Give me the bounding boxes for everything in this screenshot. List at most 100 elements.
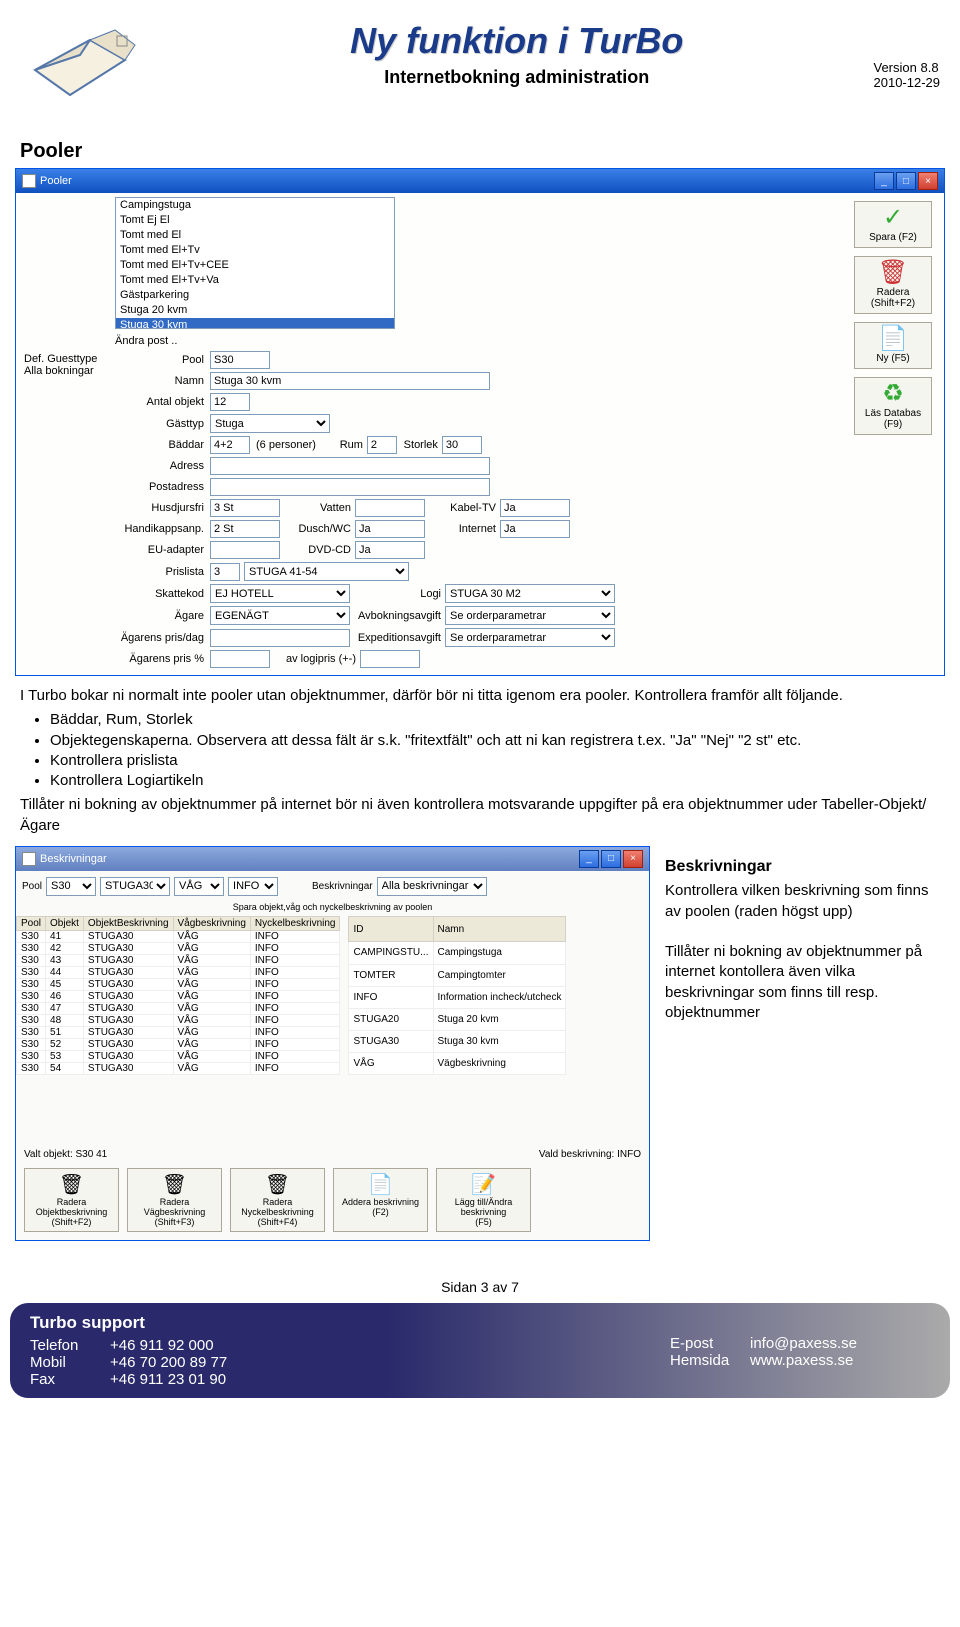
expedition-select[interactable]: Se orderparametrar [445, 628, 615, 647]
toolbar-button[interactable]: 📝Lägg till/Ändra beskrivning (F5) [436, 1168, 531, 1232]
listbox-item[interactable]: Tomt med El+Tv+Va [116, 273, 394, 288]
pool-select[interactable]: S30 [46, 877, 96, 896]
bullet-item: Kontrollera Logiartikeln [50, 771, 940, 791]
table-row[interactable]: S3048STUGA30VÅGINFO [17, 1014, 340, 1026]
table-row[interactable]: S3047STUGA30VÅGINFO [17, 1002, 340, 1014]
listbox-item[interactable]: Stuga 20 kvm [116, 303, 394, 318]
gasttyp-select[interactable]: Stuga [210, 414, 330, 433]
table-row[interactable]: S3051STUGA30VÅGINFO [17, 1026, 340, 1038]
table-row[interactable]: S3053STUGA30VÅGINFO [17, 1050, 340, 1062]
close-button[interactable]: × [623, 850, 643, 868]
gasttyp-label: Gästtyp [115, 418, 210, 430]
listbox-item[interactable]: Campingstuga [116, 198, 394, 213]
prislista-input[interactable] [210, 563, 240, 581]
toolbar-button[interactable]: 🗑Radera Objektbeskrivning (Shift+F2) [24, 1168, 119, 1232]
las-databas-button[interactable]: ♻Läs Databas (F9) [854, 377, 932, 435]
table-row[interactable]: CAMPINGSTU...Campingstuga [349, 942, 566, 964]
expedition-label: Expeditionsavgift [350, 632, 445, 644]
table-row[interactable]: S3042STUGA30VÅGINFO [17, 942, 340, 954]
eu-input[interactable] [210, 541, 280, 559]
table-row[interactable]: S3044STUGA30VÅGINFO [17, 966, 340, 978]
table-row[interactable]: VÅGVägbeskrivning [349, 1052, 566, 1074]
av-logipris-input[interactable] [360, 650, 420, 668]
logi-select[interactable]: STUGA 30 M2 [445, 584, 615, 603]
description-block: Beskrivningar Kontrollera vilken beskriv… [665, 846, 945, 1023]
footer-heading: Turbo support [30, 1313, 670, 1333]
baddar-input[interactable] [210, 436, 250, 454]
listbox-item[interactable]: Stuga 30 kvm [116, 318, 394, 329]
spara-button[interactable]: ✓Spara (F2) [854, 201, 932, 248]
kabeltv-input[interactable] [500, 499, 570, 517]
eu-label: EU-adapter [115, 544, 210, 556]
baddar-label: Bäddar [115, 439, 210, 451]
table-header: Namn [433, 916, 566, 942]
right-table[interactable]: IDNamnCAMPINGSTU...CampingstugaTOMTERCam… [348, 916, 566, 1075]
fax-label: Fax [30, 1371, 110, 1388]
agarens-pris-dag-input[interactable] [210, 629, 350, 647]
alla-bokningar-label: Alla bokningar [24, 365, 111, 377]
table-row[interactable]: S3046STUGA30VÅGINFO [17, 990, 340, 1002]
avbokning-select[interactable]: Se orderparametrar [445, 606, 615, 625]
footer: Sidan 3 av 7 Turbo support Telefon+46 91… [0, 1271, 960, 1398]
vatten-input[interactable] [355, 499, 425, 517]
dvd-input[interactable] [355, 541, 425, 559]
def-guesttype-label: Def. Guesttype [24, 353, 111, 365]
table-row[interactable]: S3043STUGA30VÅGINFO [17, 954, 340, 966]
listbox-item[interactable]: Tomt med El [116, 228, 394, 243]
rum-input[interactable] [367, 436, 397, 454]
desc-p2: Tillåter ni bokning av objektnummer på i… [665, 942, 945, 1023]
table-row[interactable]: INFOInformation incheck/utcheck [349, 986, 566, 1008]
pool-input[interactable] [210, 351, 270, 369]
vag-select[interactable]: VÅG [174, 877, 224, 896]
table-row[interactable]: S3041STUGA30VÅGINFO [17, 930, 340, 942]
edit-post-label: Ändra post .. [115, 335, 850, 347]
maximize-button[interactable]: □ [601, 850, 621, 868]
logi-label: Logi [350, 588, 445, 600]
storlek-input[interactable] [442, 436, 482, 454]
agarens-pris-pct-input[interactable] [210, 650, 270, 668]
window-title: Pooler [40, 175, 72, 187]
radera-button[interactable]: 🗑Radera (Shift+F2) [854, 256, 932, 314]
table-row[interactable]: STUGA20Stuga 20 kvm [349, 1008, 566, 1030]
internet-input[interactable] [500, 520, 570, 538]
table-row[interactable]: STUGA30Stuga 30 kvm [349, 1030, 566, 1052]
hint-text: Spara objekt,våg och nyckelbeskrivning a… [16, 902, 649, 916]
info-select[interactable]: INFO [228, 877, 278, 896]
hemsida-label: Hemsida [670, 1352, 750, 1369]
desc-select[interactable]: Alla beskrivningar [377, 877, 487, 896]
namn-input[interactable] [210, 372, 490, 390]
minimize-button[interactable]: _ [874, 172, 894, 190]
adress-input[interactable] [210, 457, 490, 475]
window-icon [22, 174, 36, 188]
agare-select[interactable]: EGENÄGT [210, 606, 350, 625]
table-row[interactable]: S3054STUGA30VÅGINFO [17, 1062, 340, 1074]
prislista-select[interactable]: STUGA 41-54 [244, 562, 409, 581]
husdjursfri-input[interactable] [210, 499, 280, 517]
table-row[interactable]: TOMTERCampingtomter [349, 964, 566, 986]
maximize-button[interactable]: □ [896, 172, 916, 190]
table-row[interactable]: S3052STUGA30VÅGINFO [17, 1038, 340, 1050]
handikapp-input[interactable] [210, 520, 280, 538]
close-button[interactable]: × [918, 172, 938, 190]
pool-listbox[interactable]: CampingstugaTomt Ej ElTomt med ElTomt me… [115, 197, 395, 329]
listbox-item[interactable]: Gästparkering [116, 288, 394, 303]
header-meta: Version 8.8 2010-12-29 [874, 20, 941, 90]
stuga-select[interactable]: STUGA30 [100, 877, 170, 896]
minimize-button[interactable]: _ [579, 850, 599, 868]
postadress-label: Postadress [115, 481, 210, 493]
ny-button[interactable]: 📄Ny (F5) [854, 322, 932, 369]
listbox-item[interactable]: Tomt med El+Tv [116, 243, 394, 258]
date-text: 2010-12-29 [874, 75, 941, 90]
toolbar-button[interactable]: 🗑Radera Nyckelbeskrivning (Shift+F4) [230, 1168, 325, 1232]
skattekod-select[interactable]: EJ HOTELL [210, 584, 350, 603]
toolbar-button[interactable]: 🗑Radera Vägbeskrivning (Shift+F3) [127, 1168, 222, 1232]
dusch-input[interactable] [355, 520, 425, 538]
left-table[interactable]: PoolObjektObjektBeskrivningVågbeskrivnin… [16, 916, 340, 1075]
antal-objekt-input[interactable] [210, 393, 250, 411]
toolbar-button[interactable]: 📄Addera beskrivning (F2) [333, 1168, 428, 1232]
postadress-input[interactable] [210, 478, 490, 496]
listbox-item[interactable]: Tomt med El+Tv+CEE [116, 258, 394, 273]
para2: Tillåter ni bokning av objektnummer på i… [20, 795, 940, 836]
listbox-item[interactable]: Tomt Ej El [116, 213, 394, 228]
table-row[interactable]: S3045STUGA30VÅGINFO [17, 978, 340, 990]
